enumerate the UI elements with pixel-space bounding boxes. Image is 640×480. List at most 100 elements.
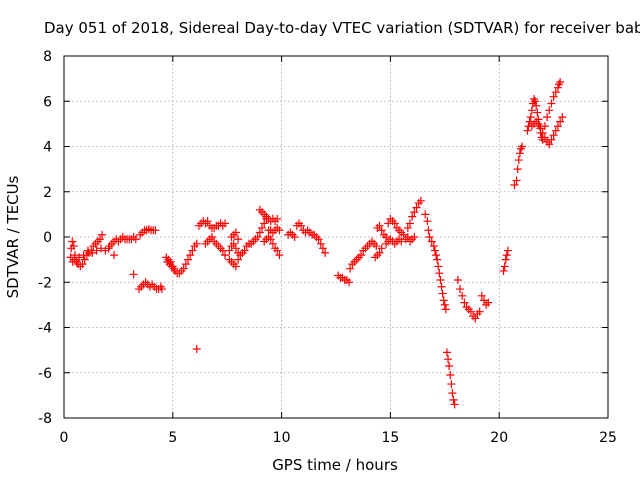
data-point: [410, 208, 419, 217]
data-point: [408, 212, 417, 221]
data-point: [545, 140, 554, 149]
data-point: [477, 291, 486, 300]
data-point: [424, 226, 433, 235]
data-point: [346, 264, 355, 273]
data-point: [532, 101, 541, 110]
data-point: [68, 237, 77, 246]
x-tick-label: 0: [60, 430, 69, 446]
y-tick-label: 4: [43, 140, 52, 156]
data-point: [547, 135, 556, 144]
data-point: [484, 298, 493, 307]
data-point: [527, 106, 536, 115]
data-point: [553, 122, 562, 131]
data-point: [513, 165, 522, 174]
data-point: [427, 237, 436, 246]
data-point: [275, 226, 284, 235]
data-point: [543, 113, 552, 122]
data-point: [540, 122, 549, 131]
data-point: [390, 219, 399, 228]
data-point: [556, 78, 565, 87]
data-point: [436, 275, 445, 284]
data-point: [231, 244, 240, 253]
data-point: [523, 126, 532, 135]
data-point: [531, 97, 540, 106]
data-point: [405, 219, 414, 228]
x-tick-label: 5: [168, 430, 177, 446]
data-point: [234, 248, 243, 257]
data-point: [192, 344, 201, 353]
data-point: [446, 371, 455, 380]
y-axis-label: SDTVAR / TECUs: [4, 175, 22, 298]
data-point: [240, 246, 249, 255]
data-point: [345, 278, 354, 287]
data-point: [447, 380, 456, 389]
data-point: [425, 233, 434, 241]
data-point: [80, 255, 89, 264]
data-point: [375, 248, 384, 257]
data-point: [437, 282, 446, 291]
data-point: [192, 239, 201, 248]
data-point: [547, 99, 556, 108]
data-point: [75, 253, 84, 262]
data-point: [471, 314, 480, 323]
data-point: [95, 235, 104, 244]
data-point: [273, 246, 282, 255]
data-point: [441, 305, 450, 314]
data-point: [203, 217, 212, 226]
data-points: [66, 78, 567, 409]
data-point: [556, 117, 565, 126]
data-point: [253, 233, 262, 241]
data-point: [166, 257, 175, 266]
data-point: [515, 149, 524, 158]
data-point: [266, 235, 275, 244]
data-point: [297, 221, 306, 230]
data-point: [151, 226, 160, 235]
data-point: [553, 83, 562, 92]
data-point: [435, 269, 444, 278]
data-point: [410, 233, 419, 241]
data-point: [429, 242, 438, 251]
data-point: [448, 389, 457, 398]
y-tick-label: 0: [43, 230, 52, 246]
data-point: [316, 239, 325, 248]
data-point: [458, 291, 467, 300]
data-point: [500, 262, 509, 271]
data-point: [526, 113, 535, 122]
data-point: [450, 400, 459, 409]
data-point: [549, 131, 558, 140]
x-tick-label: 20: [490, 430, 508, 446]
data-point: [275, 251, 284, 260]
data-point: [314, 235, 323, 244]
data-point: [157, 285, 166, 294]
data-point: [512, 176, 521, 185]
data-point: [372, 242, 381, 251]
x-axis-label: GPS time / hours: [272, 456, 398, 474]
data-point: [551, 88, 560, 97]
data-point: [268, 239, 277, 248]
data-point: [545, 106, 554, 115]
data-point: [318, 244, 327, 253]
data-point: [231, 228, 240, 237]
data-point: [78, 260, 87, 269]
data-point: [439, 296, 448, 305]
data-point: [501, 255, 510, 264]
data-point: [518, 142, 527, 151]
data-point: [258, 223, 267, 232]
x-tick-label: 15: [381, 430, 399, 446]
data-point: [399, 230, 408, 239]
data-point: [179, 264, 188, 273]
data-point: [534, 119, 543, 128]
data-point: [551, 126, 560, 135]
data-point: [131, 235, 140, 244]
data-point: [503, 246, 512, 255]
data-point: [423, 217, 432, 226]
data-point: [416, 196, 425, 205]
data-point: [260, 219, 269, 228]
data-point: [453, 275, 462, 284]
data-point: [255, 228, 264, 237]
data-point: [533, 108, 542, 117]
data-point: [377, 244, 386, 253]
data-point: [431, 246, 440, 255]
data-point: [221, 251, 230, 260]
